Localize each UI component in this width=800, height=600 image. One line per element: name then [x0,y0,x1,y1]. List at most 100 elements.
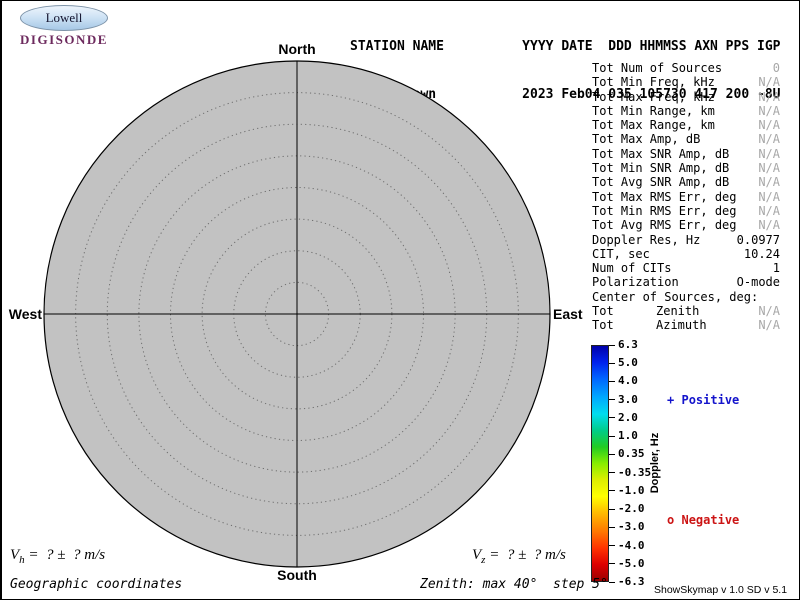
stat-label: Doppler Res, Hz [592,232,701,247]
colorbar-tick-label: -6.3 [618,575,645,588]
stat-name: Azimuth [656,318,707,333]
stat-value: N/A [758,161,780,176]
stat-label: Tot Min Freq, kHz [592,75,715,90]
coordinates-note: Geographic coordinates [10,577,183,592]
stat-value: 1 [772,261,780,276]
colorbar-tick-label: 5.0 [618,356,638,370]
stat-label: Tot Avg SNR Amp, dB [592,175,730,190]
colorbar-tick-label: -4.0 [618,538,645,552]
stat-row: CIT, sec 10.24 [592,247,780,261]
stat-value: N/A [758,118,780,133]
colorbar-tick-label: 4.0 [618,374,638,388]
colorbar-tick-label: 2.0 [618,410,638,424]
stat-row: Tot Max RMS Err, deg N/A [592,190,780,204]
positive-label: Positive [681,393,740,407]
stat-label: Tot Max RMS Err, deg [592,189,737,204]
vz-readout: Vz = ? ± ? m/s [472,547,566,566]
colorbar-tick [609,545,615,547]
north-label: North [278,41,316,57]
center-of-sources-label: Center of Sources, deg: [592,289,759,304]
colorbar-tick [609,581,615,583]
vh-value: = ? ± ? m/s [24,547,106,563]
stat-row: Tot Min Range, km N/A [592,104,780,118]
vz-symbol: V [472,547,482,563]
stat-value: N/A [758,146,780,161]
stat-value: 0.0977 [736,232,780,247]
colorbar-tick-label: 1.0 [618,429,638,443]
vh-subscript: h [19,554,25,566]
stat-label: Tot Min SNR Amp, dB [592,161,730,176]
lowell-brand-text: Lowell [45,10,83,25]
colorbar-tick [609,380,615,382]
stat-value: N/A [758,318,780,333]
colorbar-tick [609,362,615,364]
negative-label: Negative [681,513,740,527]
stat-row: Doppler Res, Hz 0.0977 [592,233,780,247]
negative-legend: o Negative [667,513,739,527]
colorbar-tick [609,472,615,474]
stat-row: Tot Avg SNR Amp, dB N/A [592,175,780,189]
colorbar-title: Doppler, Hz [649,432,661,494]
stat-row: Tot Num of Sources 0 [592,61,780,75]
colorbar-tick-label: 0.35 [618,447,645,461]
stat-row: Tot Min Freq, kHz N/A [592,75,780,89]
east-label: East [553,306,583,322]
stat-value: N/A [758,203,780,218]
stat-value: 10.24 [743,246,780,261]
south-label: South [277,567,317,583]
stat-row: Tot Avg RMS Err, deg N/A [592,218,780,232]
stat-row: Polarization O-mode [592,275,780,289]
stat-row: Tot Max SNR Amp, dB N/A [592,147,780,161]
colorbar-tick [609,526,615,528]
stat-label: Num of CITs [592,261,672,276]
stat-row: Num of CITs 1 [592,261,780,275]
west-label: West [8,306,42,322]
colorbar-tick-label: -0.35 [618,465,652,479]
stat-value: N/A [758,103,780,118]
colorbar-tick [609,435,615,437]
stat-value: N/A [758,89,780,104]
stat-label: CIT, sec [592,246,650,261]
stat-value: N/A [758,189,780,204]
stat-label: Polarization [592,275,679,290]
stat-value: O-mode [736,275,780,290]
stat-value: N/A [758,218,780,233]
colorbar-tick-label: 3.0 [618,392,638,406]
stat-row: Tot Min SNR Amp, dB N/A [592,161,780,175]
version-text: ShowSkymap v 1.0 SD v 5.1 [654,584,788,596]
stat-value: 0 [772,61,780,75]
stat-label: Tot Min RMS Err, deg [592,203,737,218]
stat-value: N/A [758,75,780,90]
colorbar-tick-label: 6.3 [618,338,638,351]
lowell-logo: Lowell DIGISONDE [8,5,120,48]
doppler-colorbar: 6.3 5.0 4.0 3.0 2.0 1.0 0.35 -0.35 -1.0 -2.0 -3.0 -… [591,339,796,588]
vh-symbol: V [10,547,20,563]
lowell-logo-oval: Lowell [20,5,108,31]
stat-label: Tot Max Amp, dB [592,132,701,147]
stat-row: Tot Min RMS Err, deg N/A [592,204,780,218]
stat-row: Tot Max Freq, kHz N/A [592,90,780,104]
stat-row: Tot Max Amp, dB N/A [592,132,780,146]
vz-value: = ? ± ? m/s [485,547,566,563]
stat-value: N/A [758,175,780,190]
colorbar-tick [609,508,615,510]
vz-subscript: z [481,554,486,566]
center-of-sources-header: Center of Sources, deg: [592,290,780,304]
stat-label: Tot [592,318,614,333]
stat-row: Tot Zenith N/A [592,304,780,318]
vh-readout: Vh = ? ± ? m/s [10,547,105,566]
stat-name: Zenith [656,304,700,319]
stat-value: N/A [758,132,780,147]
stat-label: Tot Min Range, km [592,103,715,118]
zenith-note: Zenith: max 40° step 5° [420,577,608,592]
stat-row: Tot Azimuth N/A [592,318,780,332]
colorbar-tick-label: -5.0 [618,556,645,570]
stat-label: Tot [592,304,614,319]
colorbar-tick-label: -2.0 [618,502,645,516]
colorbar-gradient [591,345,609,582]
colorbar-tick [609,490,615,492]
stat-value: N/A [758,304,780,319]
colorbar-tick-label: -1.0 [618,483,645,497]
plus-marker-icon: + [667,393,675,407]
